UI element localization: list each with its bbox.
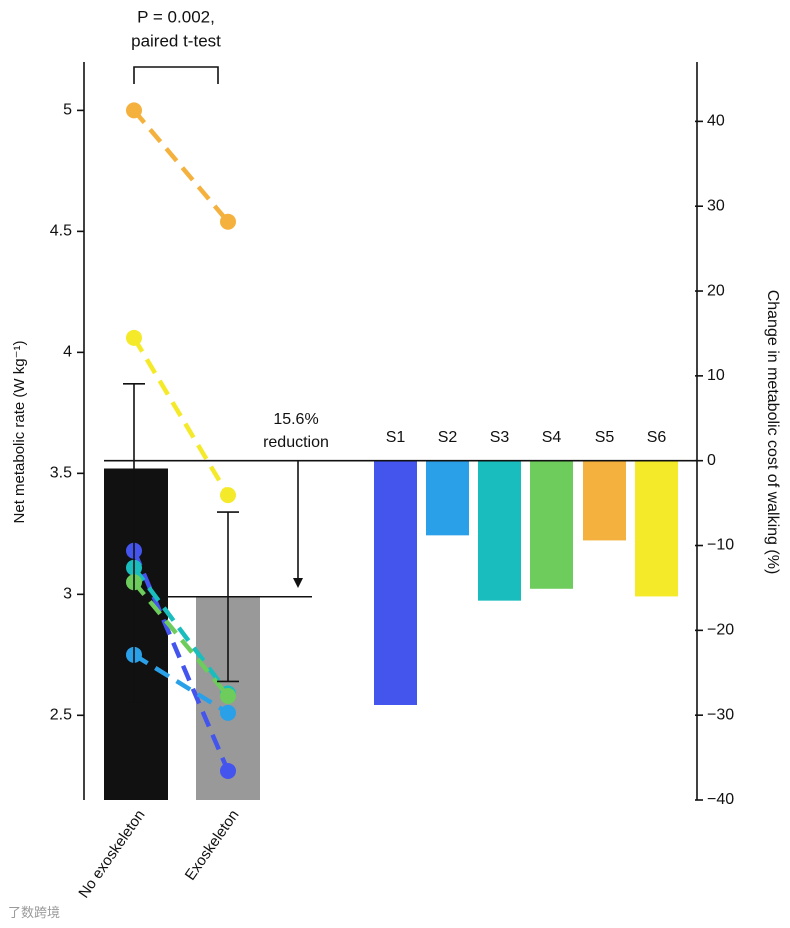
reduction-arrow-head [293, 578, 303, 588]
change-bar-s5 [583, 460, 626, 541]
subject-line-s3 [132, 566, 230, 695]
point-exo-s5 [220, 213, 236, 230]
x-label-exoskeleton: Exoskeleton [182, 807, 243, 884]
left-tick-label: 2.5 [50, 707, 72, 724]
annotations: P = 0.002, paired t-test 15.6% reduction [131, 7, 329, 588]
change-bar-label-s6: S6 [647, 429, 667, 446]
left-tick-label: 4 [63, 344, 72, 361]
right-tick-label: 30 [707, 197, 725, 214]
subject-change-bars: S1 S2 S3 S4 S5 S6 [374, 429, 678, 705]
left-tick-label: 3 [63, 586, 72, 603]
right-axis-label: Change in metabolic cost of walking (%) [764, 290, 781, 575]
change-bar-label-s3: S3 [490, 429, 510, 446]
point-exo-s2 [220, 704, 236, 721]
right-tick-label: −30 [707, 706, 734, 723]
subject-line-s2 [132, 652, 230, 715]
change-bar-s2 [426, 460, 469, 536]
watermark-logo: 了数跨境 [8, 905, 61, 920]
subject-line-s6 [132, 336, 230, 497]
point-no-exo-s5 [126, 102, 142, 119]
bar-no-exoskeleton [104, 468, 168, 800]
point-exo-s4 [220, 687, 236, 704]
point-exo-s1 [220, 762, 236, 779]
change-bar-label-s1: S1 [386, 429, 406, 446]
subject-line-s5 [132, 108, 230, 224]
left-tick-label: 3.5 [50, 465, 72, 482]
stat-p-value: P = 0.002, [137, 7, 215, 26]
error-bars [123, 383, 239, 705]
change-bar-label-s2: S2 [438, 429, 458, 446]
x-label-no-exoskeleton: No exoskeleton [75, 807, 148, 901]
change-bar-s3 [478, 460, 521, 601]
subject-lines [126, 102, 236, 779]
right-tick-label: 20 [707, 282, 725, 299]
change-bar-s1 [374, 460, 417, 705]
left-tick-label: 5 [63, 102, 72, 119]
change-bar-label-s5: S5 [595, 429, 615, 446]
stat-test-name: paired t-test [131, 31, 221, 50]
point-no-exo-s6 [126, 329, 142, 346]
significance-bracket [133, 66, 219, 84]
change-bar-label-s4: S4 [542, 429, 562, 446]
left-axis-label: Net metabolic rate (W kg⁻¹) [11, 341, 28, 524]
right-tick-label: −10 [707, 537, 734, 554]
reduction-word: reduction [263, 434, 329, 451]
point-exo-s6 [220, 487, 236, 504]
change-bar-s6 [635, 460, 678, 597]
change-bar-s4 [530, 460, 573, 589]
right-tick-label: −40 [707, 791, 734, 808]
left-tick-label: 4.5 [50, 223, 72, 240]
right-tick-label: −20 [707, 622, 734, 639]
right-tick-label: 10 [707, 367, 725, 384]
right-tick-label: 0 [707, 452, 716, 469]
reduction-percent: 15.6% [273, 411, 318, 428]
right-tick-label: 40 [707, 113, 725, 130]
